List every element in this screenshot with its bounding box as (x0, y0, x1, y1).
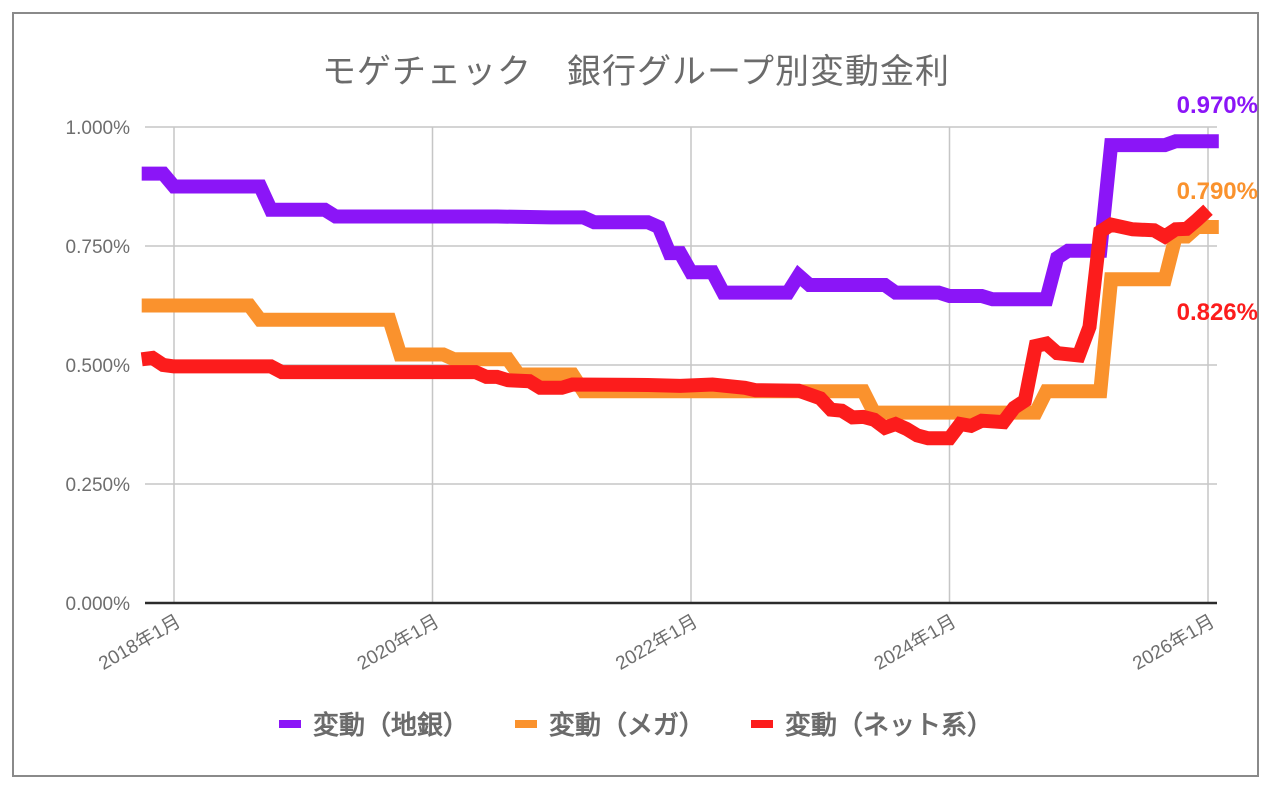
end-value-label: 0.970% (1177, 92, 1258, 119)
x-tick-label: 2024年1月 (870, 610, 960, 674)
x-tick-label: 2018年1月 (95, 610, 185, 674)
legend: 変動（地銀） 変動（メガ） 変動（ネット系） (0, 705, 1272, 742)
series-line (141, 134, 1219, 307)
x-axis-ticks: 2018年1月 2020年1月 2022年1月 2024年1月 2026年1月 (95, 610, 1219, 674)
y-tick-label: 0.000% (66, 594, 131, 615)
x-tick-label: 2020年1月 (353, 610, 443, 674)
grid-lines (145, 126, 1217, 603)
series-lines (140, 134, 1219, 446)
end-value-label: 0.826% (1177, 299, 1258, 326)
series-line (140, 204, 1213, 446)
y-tick-label: 0.500% (66, 356, 131, 377)
end-value-label: 0.790% (1177, 178, 1258, 205)
chart-title: モゲチェック 銀行グループ別変動金利 (322, 53, 950, 91)
legend-label: 変動（地銀） (312, 710, 469, 740)
legend-swatch-icon (514, 719, 537, 728)
legend-swatch-icon (751, 719, 773, 728)
y-tick-label: 1.000% (66, 118, 131, 139)
y-tick-label: 0.750% (66, 237, 131, 258)
legend-swatch-icon (278, 719, 301, 728)
y-axis-ticks: 0.000% 0.250% 0.500% 0.750% 1.000% (66, 118, 131, 615)
x-tick-label: 2022年1月 (612, 610, 702, 674)
legend-label: 変動（メガ） (548, 710, 705, 740)
y-tick-label: 0.250% (66, 475, 131, 496)
legend-item-mega-bank[interactable]: 変動（メガ） (514, 705, 705, 742)
legend-item-net-bank[interactable]: 変動（ネット系） (751, 705, 993, 742)
legend-label: 変動（ネット系） (785, 710, 994, 740)
end-value-labels: 0.970% 0.790% 0.826% (1177, 92, 1258, 326)
legend-item-regional-bank[interactable]: 変動（地銀） (278, 705, 469, 742)
x-tick-label: 2026年1月 (1129, 610, 1219, 674)
